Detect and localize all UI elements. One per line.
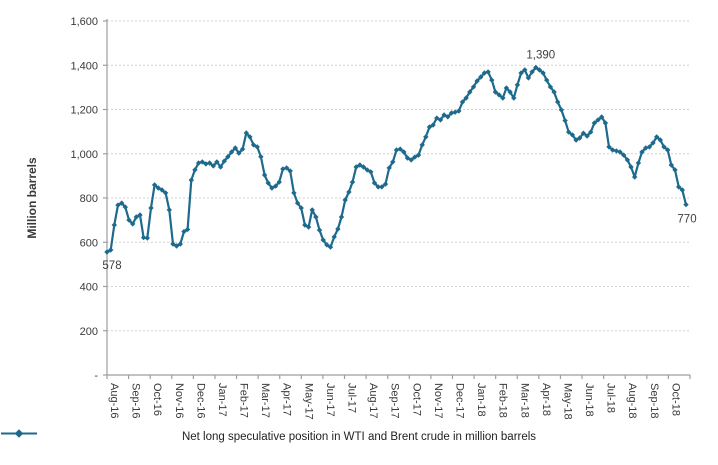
x-tick-label: Jun-18 <box>583 383 595 417</box>
legend-label: Net long speculative position in WTI and… <box>181 431 537 443</box>
x-tick-label: Dec-16 <box>194 383 206 418</box>
x-tick-label: Feb-18 <box>497 383 509 418</box>
y-tick-label: 400 <box>80 282 98 294</box>
x-tick-label: Oct-17 <box>410 383 422 416</box>
x-tick-label: Jul-18 <box>605 383 617 413</box>
x-tick-label: Apr-18 <box>540 383 552 416</box>
x-tick-label: Sep-17 <box>389 383 401 418</box>
x-tick-label: Mar-18 <box>518 383 530 418</box>
y-tick-label: 200 <box>80 326 98 338</box>
x-tick-label: Nov-16 <box>173 383 185 418</box>
series-markers <box>104 64 689 255</box>
x-tick-label: Sep-18 <box>648 383 660 418</box>
annotation-min-label: 578 <box>102 260 121 272</box>
y-tick-label: 600 <box>80 237 98 249</box>
x-tick-label: Aug-18 <box>626 383 638 418</box>
x-tick-label: Feb-17 <box>238 383 250 418</box>
y-tick-label: 1,600 <box>70 16 98 28</box>
x-tick-label: Jan-17 <box>216 383 228 417</box>
x-tick-label: Oct-18 <box>669 383 681 416</box>
x-tick-label: Oct-16 <box>151 383 163 416</box>
x-tick-label: Nov-17 <box>432 383 444 418</box>
x-tick-label: May-18 <box>561 383 573 420</box>
x-tick-label: Jul-17 <box>346 383 358 413</box>
y-tick-label: 1,200 <box>70 105 98 117</box>
x-tick-label: Sep-16 <box>130 383 142 418</box>
legend-line-marker-icon <box>1 429 37 438</box>
x-tick-label: Jun-17 <box>324 383 336 417</box>
x-tick-label: May-17 <box>302 383 314 420</box>
y-tick-label: 1,400 <box>70 60 98 72</box>
series-line <box>105 66 688 254</box>
legend: Net long speculative position in WTI and… <box>0 428 718 446</box>
x-tick-label: Jan-18 <box>475 383 487 417</box>
annotation-max-label: 1,390 <box>526 49 555 61</box>
y-tick-label: 800 <box>80 193 98 205</box>
y-tick-label: - <box>94 370 98 382</box>
annotation-last-label: 770 <box>677 214 696 226</box>
x-tick-label: Apr-17 <box>281 383 293 416</box>
x-tick-label: Dec-17 <box>453 383 465 418</box>
y-axis-title: Million barrels <box>25 157 39 239</box>
x-tick-label: Mar-17 <box>259 383 271 418</box>
y-tick-label: 1,000 <box>70 149 98 161</box>
x-tick-label: Aug-17 <box>367 383 379 418</box>
x-tick-label: Aug-16 <box>108 383 120 418</box>
